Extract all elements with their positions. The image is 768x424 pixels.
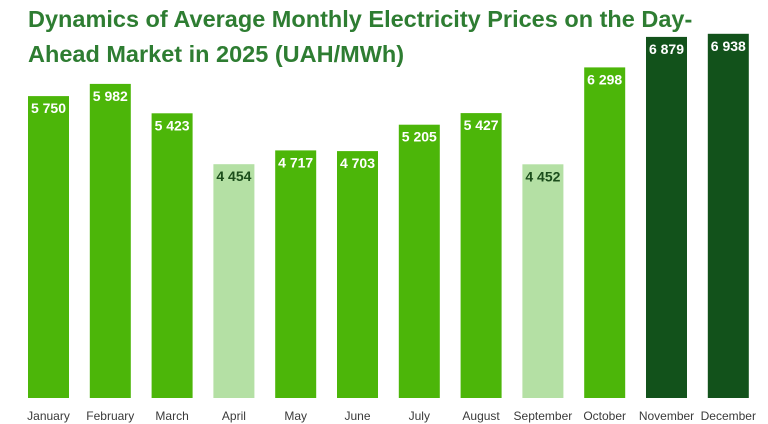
bar-november: [646, 36, 687, 399]
category-label-october: October: [583, 409, 626, 423]
category-label-may: May: [284, 409, 307, 423]
value-label-june: 4 703: [340, 155, 375, 171]
category-label-march: March: [155, 409, 188, 423]
value-label-december: 6 938: [711, 38, 746, 54]
value-label-may: 4 717: [278, 154, 313, 170]
category-label-december: December: [701, 409, 756, 423]
value-label-april: 4 454: [216, 168, 251, 184]
category-label-june: June: [344, 409, 370, 423]
bar-february: [89, 83, 131, 399]
category-label-august: August: [462, 409, 500, 423]
bar-march: [151, 113, 193, 399]
value-labels-group: 5 750 5 982 5 423 4 454 4 717 4 703 5 205 5 427…: [31, 38, 746, 185]
bar-april: [213, 164, 255, 398]
value-label-january: 5 750: [31, 100, 66, 116]
bar-july: [398, 124, 440, 398]
category-label-february: February: [86, 409, 134, 423]
bar-january: [28, 96, 69, 398]
value-label-november: 6 879: [649, 41, 684, 57]
category-label-september: September: [514, 409, 573, 423]
value-label-july: 5 205: [402, 129, 437, 145]
value-label-february: 5 982: [93, 88, 128, 104]
value-label-august: 5 427: [464, 117, 499, 133]
value-label-october: 6 298: [587, 71, 622, 87]
bars-group: [28, 33, 749, 399]
category-label-april: April: [222, 409, 246, 423]
value-label-september: 4 452: [525, 168, 560, 184]
category-labels-group: January February March April May June July Augu…: [27, 409, 756, 423]
bar-august: [460, 113, 502, 398]
bar-december: [707, 33, 749, 399]
value-label-march: 5 423: [155, 117, 190, 133]
bar-september: [522, 164, 564, 398]
bar-may: [275, 150, 317, 398]
chart-title: Dynamics of Average Monthly Electricity …: [28, 6, 693, 67]
category-label-november: November: [639, 409, 694, 423]
category-label-july: July: [409, 409, 430, 423]
bar-october: [584, 67, 626, 399]
bar-june: [337, 151, 378, 398]
category-label-january: January: [27, 409, 70, 423]
